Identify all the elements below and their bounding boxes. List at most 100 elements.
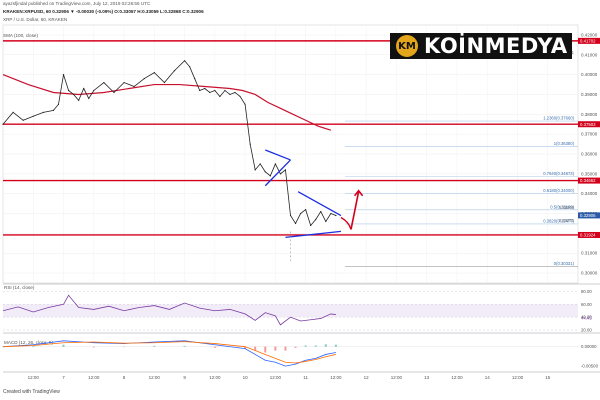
sma-label: SMA (100, close)	[3, 33, 38, 38]
fib-level-label: 0(0.30331)	[554, 261, 575, 266]
price-point	[204, 87, 206, 90]
price-point	[199, 89, 201, 92]
price-point	[62, 74, 65, 76]
macd-histogram-bar	[213, 346, 216, 348]
price-point	[103, 81, 105, 84]
macd-histogram-bar	[324, 344, 327, 347]
price-point	[163, 81, 166, 84]
price-point	[78, 99, 80, 102]
price-tick-label: 0.41000	[581, 52, 598, 57]
rsi-tick-label: 80.00	[581, 289, 592, 294]
fib-level-label: 1.2360(0.37660)	[543, 116, 574, 121]
price-point	[67, 89, 70, 92]
time-tick-label: 12:00	[330, 375, 342, 380]
price-point	[284, 169, 287, 171]
price-point	[183, 60, 186, 62]
price-point	[254, 169, 256, 171]
koinmedya-logo: KM KOİNMEDYA	[390, 33, 572, 59]
macd-histogram-bar	[92, 346, 95, 348]
price-point	[310, 224, 312, 227]
price-point	[289, 214, 292, 217]
macd-histogram-bar	[284, 346, 287, 351]
price-tick-label: 0.36000	[581, 152, 598, 157]
projection-arrow-shaft	[350, 191, 360, 230]
price-point	[239, 95, 241, 98]
price-tick-label: 0.34000	[581, 191, 598, 196]
level-price-tag	[578, 177, 600, 184]
price-point	[264, 171, 266, 173]
macd-histogram-bar	[244, 346, 247, 349]
macd-tick-label: 0.00000	[581, 344, 597, 349]
price-point	[143, 77, 145, 80]
macd-histogram-bar	[294, 346, 297, 348]
price-point	[279, 173, 282, 175]
time-tick-label: 10	[243, 375, 249, 380]
logo-text: KOİNMEDYA	[424, 34, 568, 58]
price-point	[22, 119, 24, 121]
right-price-label: 0.32906	[559, 205, 575, 210]
time-tick-label: 12:00	[28, 375, 40, 380]
price-point	[173, 70, 176, 72]
level-price-label: 0.41702	[580, 38, 596, 43]
time-tick-label: 12:00	[391, 375, 403, 380]
rsi-tick-label: 20.00	[581, 328, 592, 333]
macd-histogram-bar	[304, 345, 307, 347]
triangle-upper-line	[265, 149, 291, 161]
macd-signal-line	[2, 341, 336, 364]
price-point	[249, 143, 251, 145]
price-point	[123, 81, 125, 84]
price-point	[305, 208, 307, 211]
price-point	[315, 218, 317, 221]
price-point	[214, 89, 216, 92]
price-point	[269, 175, 271, 177]
price-point	[335, 214, 337, 217]
macd-tick-label: -0.00500	[581, 364, 599, 369]
current-price-label: 0.32906	[580, 213, 596, 218]
rsi-band	[3, 304, 578, 318]
price-point	[52, 109, 55, 111]
price-tick-label: 0.37000	[581, 132, 598, 137]
price-line	[2, 60, 337, 227]
price-point	[113, 91, 115, 94]
fib-level-label: 0.6180(0.34000)	[543, 188, 574, 193]
macd-histogram-bar	[62, 344, 65, 347]
pair-name: XRP / U.S. Dollar, 60, KRAKEN	[3, 17, 68, 22]
price-point	[153, 72, 155, 74]
projection-arrowhead-icon	[353, 189, 364, 197]
sma-line	[2, 74, 332, 131]
time-tick-label: 12:00	[88, 375, 100, 380]
triangle2-upper-line	[297, 191, 342, 217]
macd-histogram-bar	[264, 346, 267, 353]
rsi-line	[2, 294, 336, 326]
time-tick-label: 12	[364, 375, 370, 380]
rsi-value-label: 44.45	[581, 316, 592, 321]
price-point	[224, 89, 226, 92]
triangle-lower-line	[264, 159, 291, 187]
price-point	[93, 89, 95, 92]
price-point	[209, 91, 211, 94]
price-point	[189, 66, 191, 68]
fib-level-label: 0.7640(0.34873)	[543, 171, 574, 176]
time-tick-label: 12:00	[209, 375, 221, 380]
fib-level-label: 0.5(0.33190)	[550, 204, 574, 209]
macd-histogram-bar	[153, 345, 156, 347]
price-point	[294, 222, 297, 225]
symbol-line: KRAKEN:XRPUSD, 60 0.32906 ▼ -0.00030 (-0…	[3, 9, 204, 14]
time-tick-label: 12:00	[149, 375, 161, 380]
price-point	[88, 97, 90, 100]
right-price-label: 0.33271	[559, 218, 575, 223]
price-tick-label: 0.35000	[581, 171, 598, 176]
price-point	[219, 95, 221, 98]
rsi-tick-label: 60.00	[581, 302, 592, 307]
price-point	[274, 163, 276, 165]
price-point	[234, 91, 236, 94]
price-point	[320, 210, 322, 213]
footer-text: Created with TradingView	[3, 389, 60, 395]
price-point	[229, 93, 231, 96]
price-point	[330, 212, 332, 215]
level-price-tag	[578, 231, 600, 238]
price-point	[73, 93, 75, 96]
macd-histogram-bar	[32, 345, 35, 347]
price-tick-label: 0.31000	[581, 251, 598, 256]
fib-level-label: 1(0.36380)	[554, 141, 575, 146]
